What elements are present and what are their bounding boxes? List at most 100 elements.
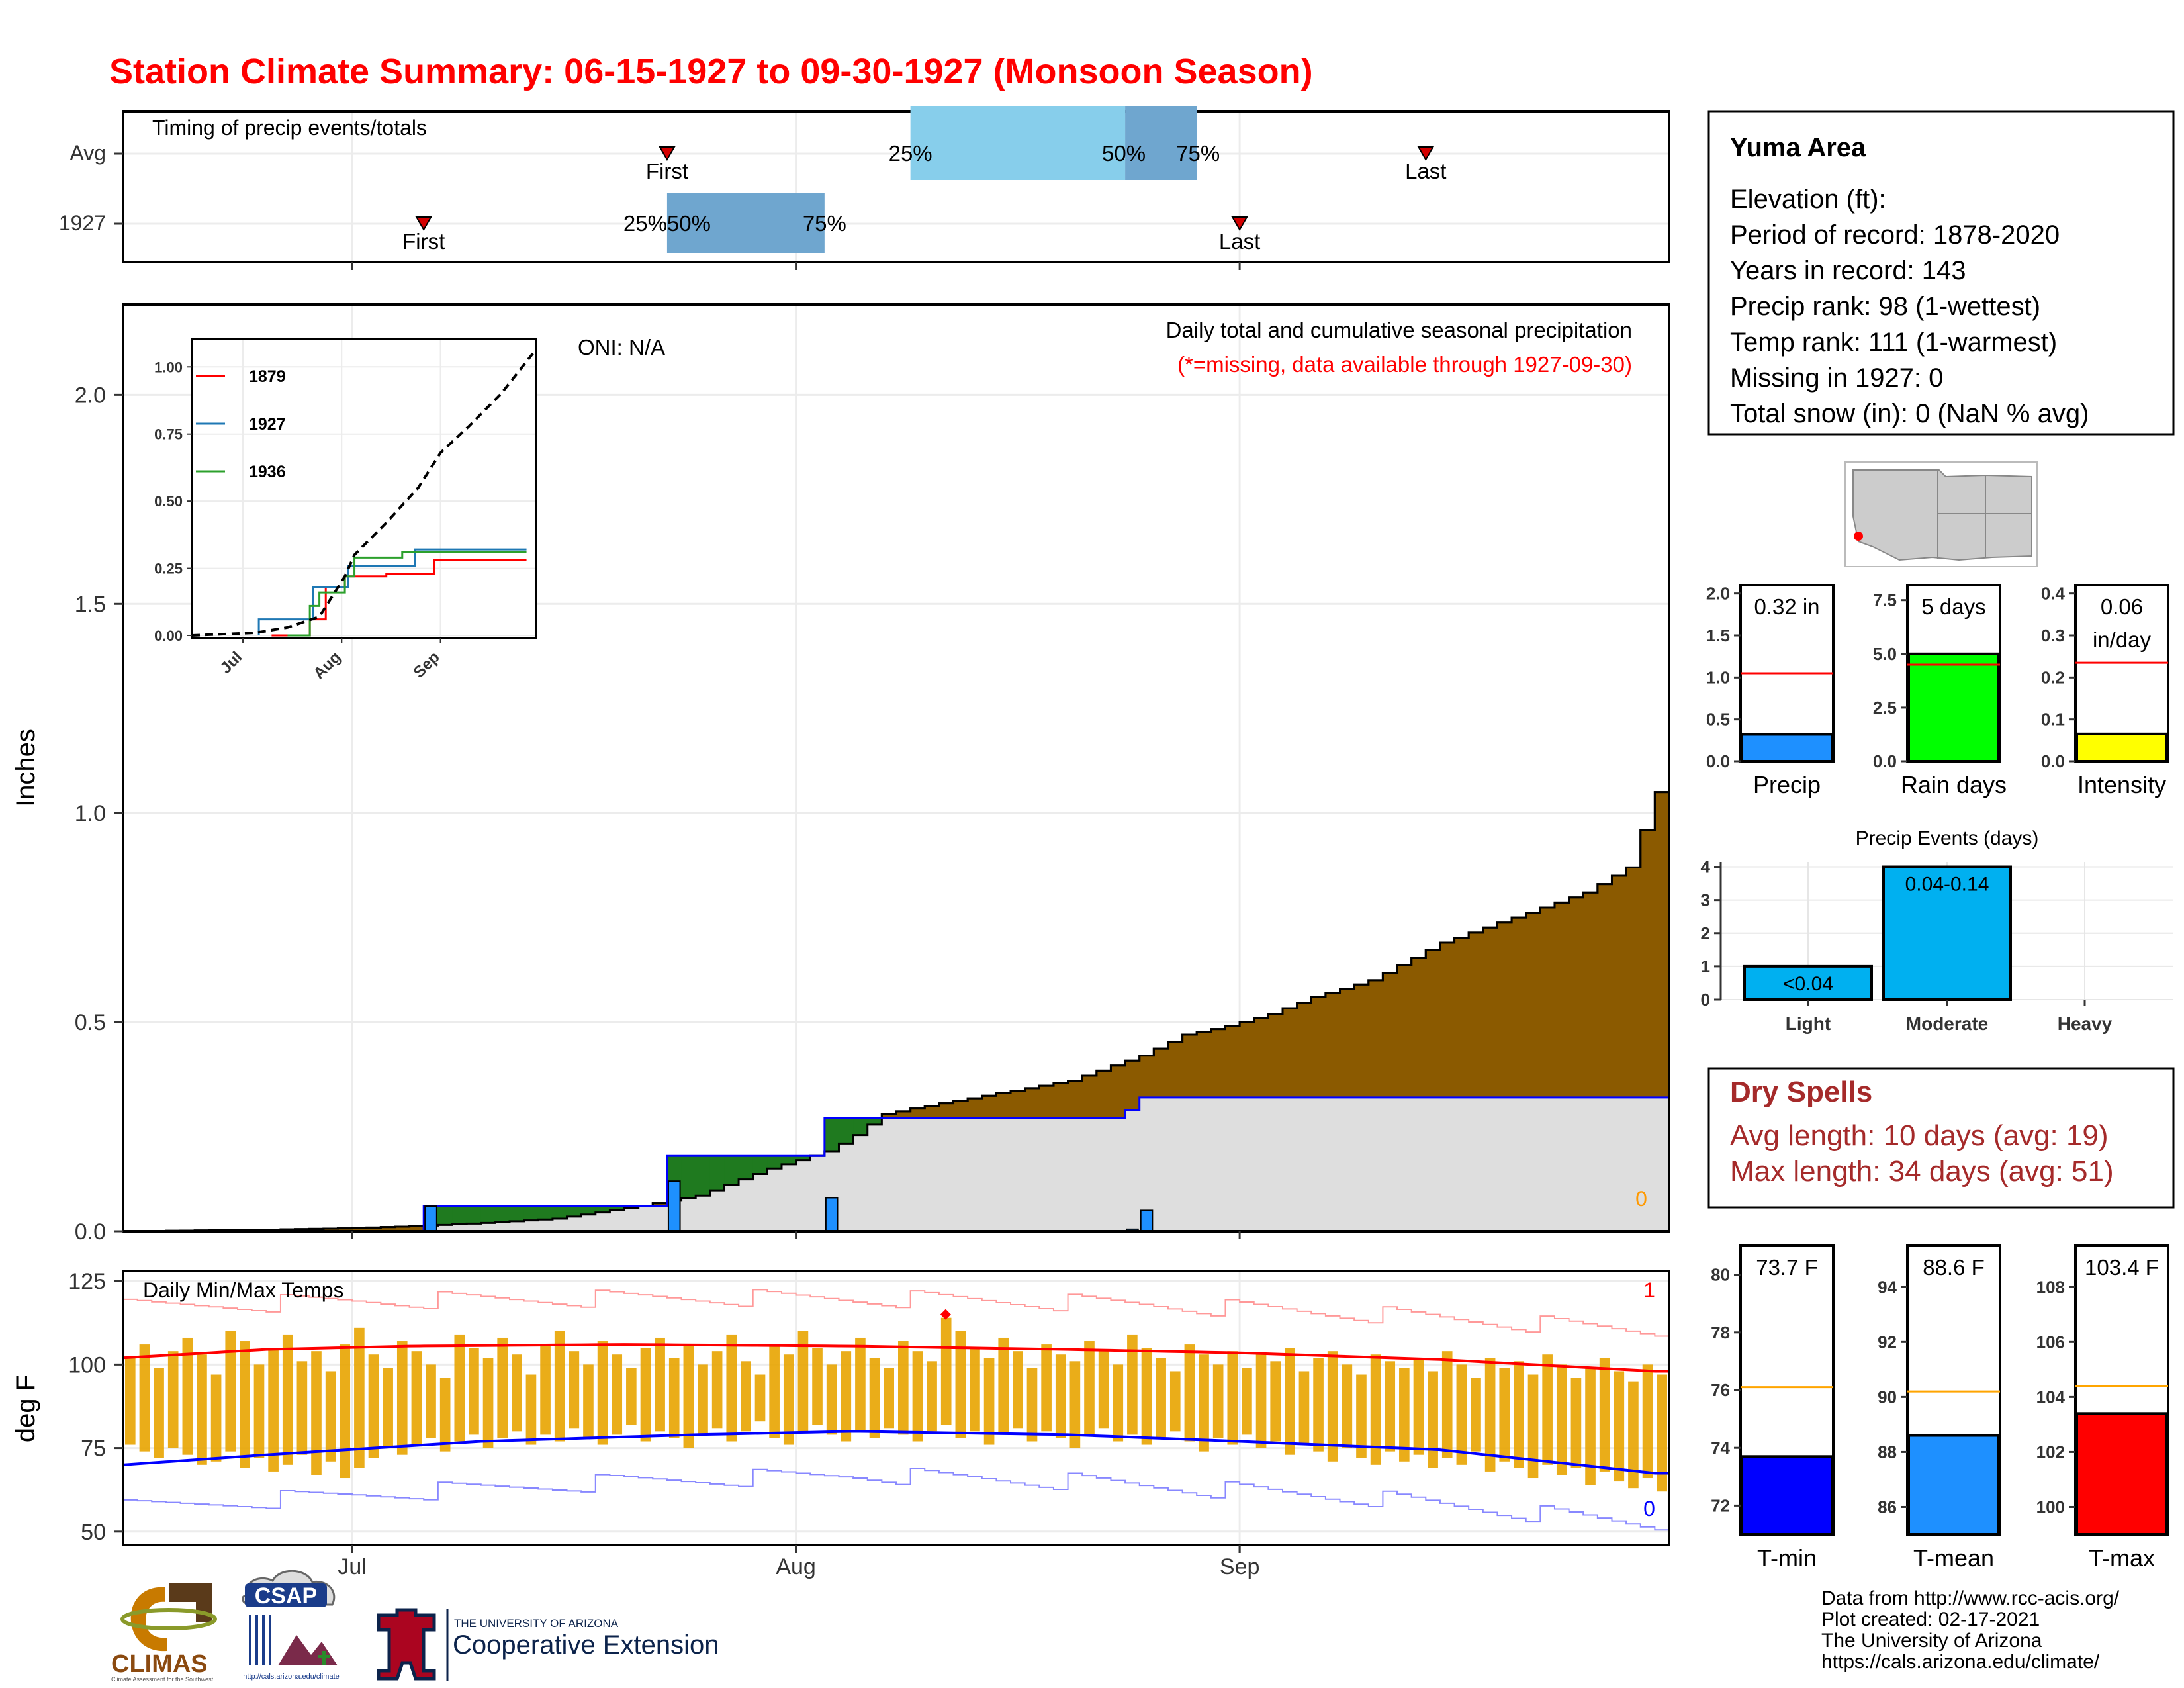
summary-intensity-y-tick-label: 0.1	[2041, 710, 2065, 729]
year-first-label: First	[402, 229, 445, 254]
daily-temp-bar	[1399, 1368, 1410, 1462]
precip-events-title: Precip Events (days)	[1856, 827, 2039, 849]
temp-t-max-y-tick-label: 100	[2036, 1497, 2065, 1517]
above-avg-fill	[867, 1118, 882, 1125]
summary-rain-days-y-tick-label: 0.0	[1873, 751, 1897, 771]
events-y-tick-label: 1	[1701, 957, 1710, 976]
daily-temp-bar	[1069, 1361, 1081, 1448]
dry-spells-avg: Avg length: 10 days (avg: 19)	[1730, 1119, 2109, 1152]
daily-temp-bar	[912, 1351, 923, 1442]
daily-temp-bar	[1456, 1364, 1467, 1465]
daily-temp-bar	[1385, 1361, 1396, 1452]
daily-temp-bar	[1356, 1374, 1367, 1458]
summary-intensity-name: Intensity	[2077, 771, 2166, 798]
above-avg-fill	[696, 1156, 711, 1196]
station-temp-rank: Temp rank: 111 (1-warmest)	[1730, 328, 2057, 357]
year-iqr	[666, 193, 825, 253]
daily-temp-bar	[340, 1344, 351, 1479]
events-y-tick-label: 2	[1701, 923, 1710, 943]
above-avg-fill	[709, 1156, 725, 1191]
temp-t-max-name: T-max	[2089, 1544, 2155, 1571]
daily-temp-bar	[1098, 1351, 1109, 1429]
temp-t-min-y-tick-label: 72	[1711, 1495, 1730, 1515]
events-y-tick-label: 3	[1701, 890, 1710, 910]
daily-temp-bar	[139, 1344, 150, 1452]
avg-cumulative-line	[123, 791, 1669, 1233]
daily-temp-bar	[1313, 1358, 1324, 1452]
summary-rain-days-y-tick-label: 7.5	[1873, 590, 1897, 610]
above-avg-fill	[437, 1206, 453, 1225]
timing-row-year-label: 1927	[59, 211, 106, 235]
precip-panel: 0.0 0.5 1.0 1.5 2.0 Inches ONI: N/A Daily to…	[11, 303, 1670, 1244]
above-avg-fill	[752, 1156, 768, 1174]
daily-temp-bar	[1599, 1358, 1610, 1472]
summary-precip-value-label: 0.32 in	[1754, 594, 1819, 619]
daily-temp-bar	[1628, 1381, 1639, 1489]
daily-temp-bar	[970, 1348, 980, 1432]
summary-precip-y-tick-label: 2.0	[1706, 584, 1730, 604]
daily-temp-bar	[741, 1361, 751, 1432]
above-avg-fill	[624, 1206, 639, 1209]
events-y-tick-label: 4	[1701, 857, 1711, 877]
above-avg-fill	[495, 1206, 510, 1223]
daily-temp-bar	[812, 1348, 823, 1425]
daily-temp-bar	[1013, 1351, 1023, 1429]
daily-temp-bar	[940, 1317, 952, 1425]
footer-line-2: Plot created: 02-17-2021	[1821, 1609, 2040, 1630]
station-elevation: Elevation (ft):	[1730, 185, 1886, 214]
daily-temp-bar	[1342, 1364, 1353, 1448]
temp-t-max-value-label: 103.4 F	[2085, 1255, 2159, 1280]
tmin-avg-line	[122, 1430, 1669, 1475]
daily-temp-bar	[1585, 1368, 1596, 1485]
daily-precip-bar	[825, 1197, 839, 1233]
station-period: Period of record: 1878-2020	[1730, 220, 2060, 250]
summary-intensity-y-tick-label: 0.2	[2041, 667, 2065, 687]
missing-count: 0	[1635, 1187, 1647, 1211]
above-avg-fill	[480, 1206, 496, 1223]
dry-spells-title: Dry Spells	[1730, 1076, 1872, 1108]
precip-y-tick-label: 0.5	[75, 1010, 106, 1035]
csap-logo: CSAP http://cals.arizona.edu/climate	[241, 1570, 340, 1681]
daily-temp-bar	[497, 1337, 508, 1438]
ua-university-name: THE UNIVERSITY OF ARIZONA	[454, 1617, 619, 1630]
temp-t-max-y-tick-label: 108	[2036, 1277, 2065, 1297]
daily-temp-bar	[1570, 1378, 1582, 1468]
above-avg-fill	[467, 1206, 482, 1224]
summary-precip-y-tick-label: 1.0	[1706, 667, 1730, 687]
daily-temp-bar	[454, 1334, 465, 1442]
year-first-marker	[415, 216, 432, 231]
oni-label: ONI: N/A	[578, 335, 665, 359]
page-title: Station Climate Summary: 06-15-1927 to 0…	[109, 52, 1313, 91]
daily-temp-bar	[1441, 1351, 1453, 1458]
above-avg-fill	[452, 1206, 467, 1225]
locator-map	[1844, 461, 2038, 567]
footer-line-1: Data from http://www.rcc-acis.org/	[1821, 1587, 2120, 1609]
events-y-tick-label: 0	[1701, 990, 1710, 1009]
timing-panel: Timing of precip events/totals Avg 1927 …	[59, 106, 1670, 270]
daily-temp-bar	[1514, 1361, 1524, 1468]
daily-temp-bar	[426, 1364, 436, 1438]
precip-y-tick-label: 0.0	[75, 1219, 106, 1244]
daily-temp-bar	[1026, 1368, 1038, 1442]
missing-note: (*=missing, data available through 1927-…	[1177, 352, 1632, 377]
daily-temp-bar	[225, 1331, 236, 1452]
daily-temp-bar	[1113, 1364, 1124, 1442]
daily-temp-bar	[554, 1331, 565, 1442]
temp-y-tick-label: 100	[68, 1352, 106, 1378]
daily-temp-bar	[210, 1374, 222, 1462]
summary-intensity-frame	[2074, 584, 2169, 763]
daily-temp-bar	[655, 1337, 665, 1432]
daily-temp-bar	[569, 1351, 580, 1429]
above-avg-fill	[610, 1206, 625, 1211]
dry-spells-box: Dry Spells Avg length: 10 days (avg: 19)…	[1707, 1067, 2175, 1209]
above-avg-fill	[781, 1156, 797, 1164]
inset-y-tick-label: 1.00	[154, 359, 183, 375]
daily-temp-bar	[1471, 1378, 1481, 1452]
daily-temp-bar	[1212, 1364, 1224, 1438]
summary-precip-name: Precip	[1753, 771, 1821, 798]
inset-legend-label: 1879	[249, 367, 286, 386]
station-years: Years in record: 143	[1730, 256, 1966, 285]
x-tick-label: Sep	[1220, 1554, 1260, 1579]
daily-temp-bar	[769, 1344, 780, 1438]
summary-rain-days-y-tick-label: 5.0	[1873, 644, 1897, 664]
